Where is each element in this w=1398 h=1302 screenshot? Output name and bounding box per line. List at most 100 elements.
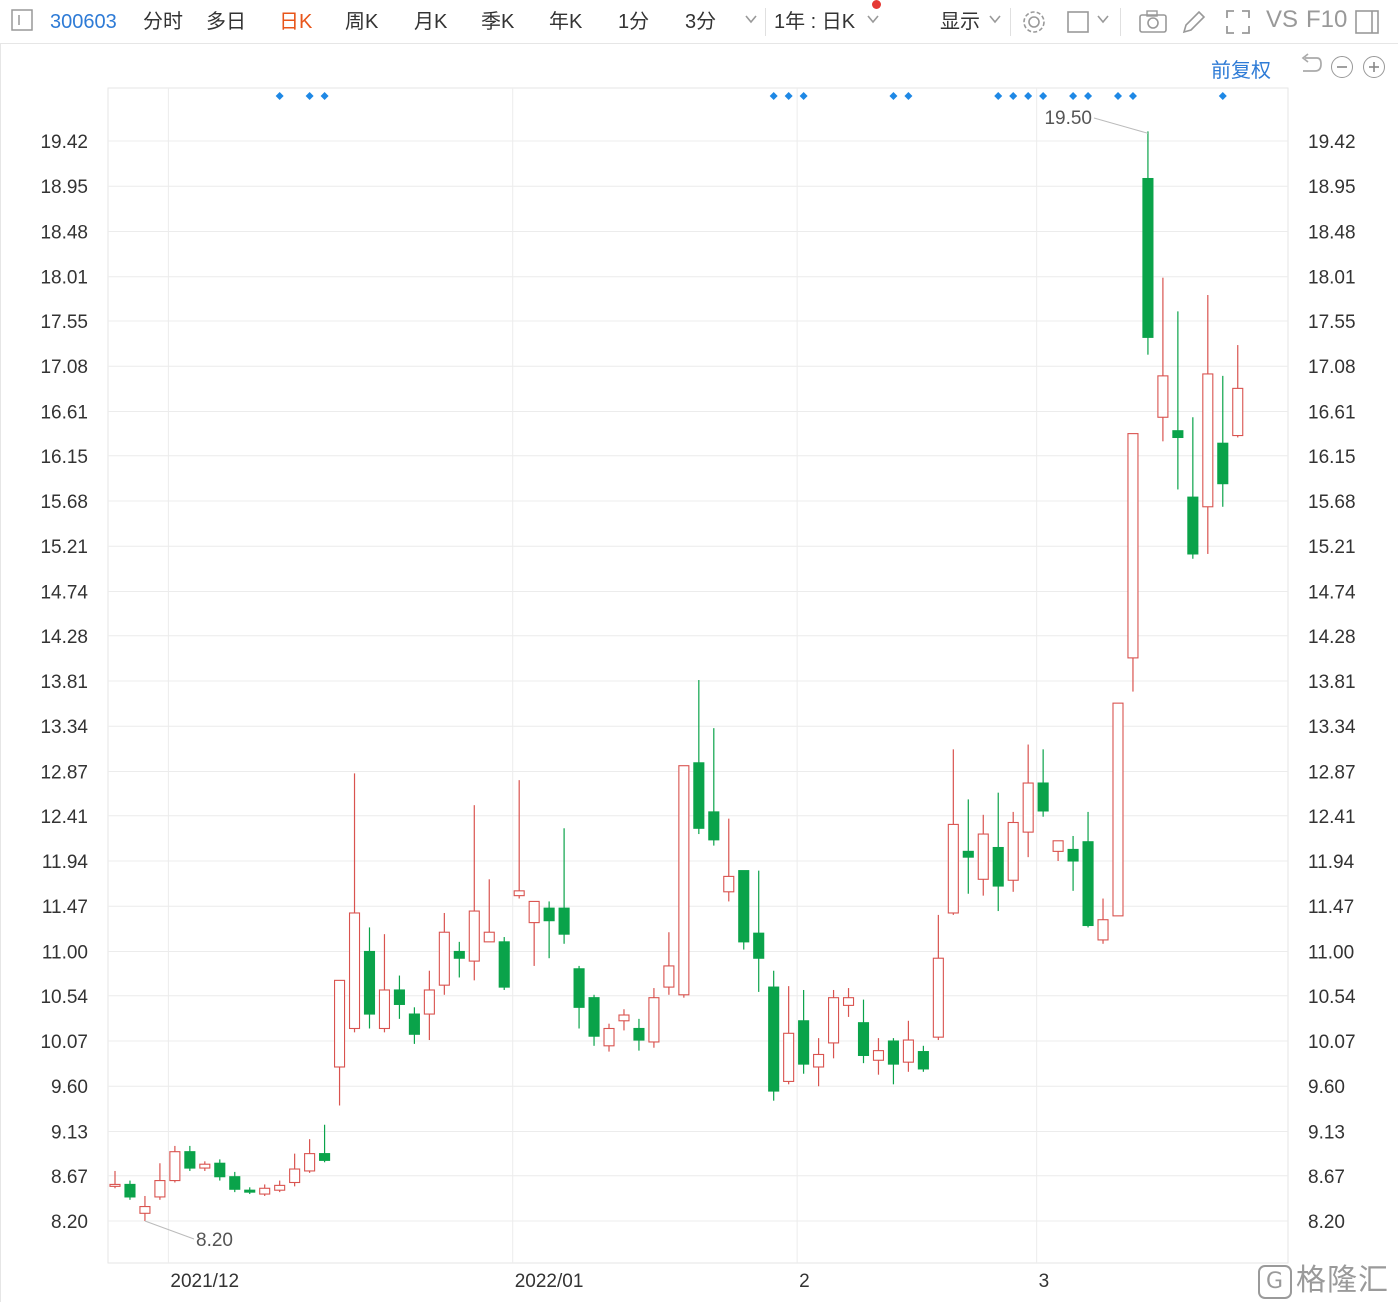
tab-fenshi[interactable]: 分时: [143, 11, 183, 33]
toolbar-divider: [1120, 8, 1121, 36]
candle-body-down: [917, 1051, 929, 1070]
undo-icon[interactable]: [1297, 52, 1323, 85]
y-tick-label-right: 16.15: [1308, 447, 1356, 468]
candle-body-up: [977, 833, 989, 880]
tab-duori[interactable]: 多日: [206, 11, 246, 33]
y-tick-label-left: 11.94: [42, 852, 89, 873]
candle-body-up: [1157, 375, 1169, 418]
f10-button[interactable]: F10: [1306, 6, 1348, 33]
event-marker: [1069, 92, 1078, 100]
tab-1fen[interactable]: 1分: [618, 11, 650, 33]
y-tick-label-left: 18.95: [40, 177, 88, 198]
y-tick-label-left: 18.01: [40, 268, 88, 289]
camera-icon[interactable]: [1138, 8, 1168, 43]
candle-body-down: [498, 941, 510, 988]
tab-jik[interactable]: 季K: [481, 11, 515, 33]
tab-rik[interactable]: 日K: [279, 11, 313, 33]
candle-body-down: [319, 1153, 331, 1161]
chevron-down-icon[interactable]: [988, 12, 1002, 29]
chevron-down-icon[interactable]: [866, 12, 880, 29]
candle-body-down: [798, 1020, 810, 1065]
y-tick-label-left: 8.67: [51, 1167, 88, 1188]
notification-dot: [872, 0, 881, 9]
event-marker: [275, 92, 284, 100]
candle-body-down: [738, 870, 750, 943]
event-marker: [784, 92, 793, 100]
candle-body-down: [857, 1022, 870, 1056]
y-tick-label-left: 17.08: [40, 357, 88, 378]
x-tick-label: 2022/01: [515, 1271, 584, 1292]
watermark-logo: G 格隆汇: [1258, 1255, 1389, 1299]
candle-body-up: [872, 1050, 885, 1061]
panel-icon[interactable]: [1354, 8, 1380, 43]
candle-body-up: [723, 875, 735, 893]
candle-body-up: [902, 1039, 914, 1063]
y-tick-label-right: 14.74: [1308, 582, 1356, 603]
zoom-in-icon[interactable]: [1363, 56, 1385, 78]
tab-niank[interactable]: 年K: [549, 11, 583, 33]
y-tick-label-right: 12.87: [1308, 762, 1356, 783]
y-tick-label-right: 16.61: [1308, 402, 1356, 423]
event-marker: [320, 92, 329, 100]
candle-body-down: [184, 1151, 196, 1169]
y-tick-label-left: 14.28: [40, 627, 88, 648]
candle-body-up: [828, 997, 840, 1044]
x-tick-label: 2: [799, 1271, 810, 1292]
y-tick-label-right: 18.01: [1308, 268, 1356, 289]
logo-text: 格隆汇: [1296, 1263, 1389, 1298]
candle-body-down: [1037, 782, 1049, 812]
y-tick-label-left: 11.47: [42, 897, 88, 918]
candle-body-up: [813, 1053, 825, 1068]
fuquan-link[interactable]: 前复权: [1211, 60, 1271, 82]
candle-body-up: [648, 997, 660, 1043]
y-tick-label-right: 10.54: [1308, 987, 1356, 1008]
y-tick-label-right: 8.20: [1308, 1212, 1345, 1233]
candle-body-up: [1127, 433, 1139, 659]
candle-body-down: [693, 762, 705, 829]
gear-icon[interactable]: [1020, 8, 1048, 43]
zoom-out-icon[interactable]: [1331, 56, 1353, 78]
candle-body-up: [513, 890, 525, 897]
y-tick-label-right: 17.08: [1308, 357, 1356, 378]
candle-body-up: [468, 910, 480, 962]
y-tick-label-left: 16.61: [40, 402, 88, 423]
toolbar-divider: [765, 8, 766, 36]
toolbar-divider: [1010, 8, 1011, 36]
y-tick-label-right: 18.48: [1308, 222, 1356, 243]
candle-body-up: [378, 989, 391, 1030]
tab-3fen[interactable]: 3分: [685, 11, 717, 33]
tab-zhouk[interactable]: 周K: [345, 11, 379, 33]
candle-body-down: [708, 811, 720, 841]
sidebar-icon[interactable]: [10, 7, 34, 40]
expand-icon[interactable]: [1224, 8, 1252, 43]
y-tick-label-right: 9.13: [1308, 1122, 1345, 1143]
candle-body-up: [199, 1163, 211, 1169]
y-tick-label-right: 19.42: [1308, 132, 1356, 153]
candle-body-down: [393, 989, 405, 1005]
candle-body-up: [663, 965, 675, 988]
candle-body-up: [438, 931, 450, 986]
candle-body-down: [588, 997, 600, 1037]
event-marker: [1009, 92, 1018, 100]
y-tick-label-left: 10.07: [40, 1032, 88, 1053]
stock-code[interactable]: 300603: [50, 11, 117, 33]
candle-body-down: [543, 907, 555, 922]
tab-yuek[interactable]: 月K: [414, 11, 448, 33]
y-tick-label-left: 19.42: [40, 132, 88, 153]
min-price-label: 8.20: [196, 1230, 233, 1251]
chevron-down-icon[interactable]: [744, 12, 758, 29]
range-select[interactable]: 1年 : 日K: [774, 11, 856, 33]
y-tick-label-left: 18.48: [40, 222, 88, 243]
event-marker: [904, 92, 913, 100]
display-menu[interactable]: 显示: [940, 11, 980, 33]
candle-body-down: [558, 907, 570, 935]
candle-body-up: [289, 1168, 301, 1184]
chevron-down-icon[interactable]: [1096, 12, 1110, 29]
y-tick-label-left: 8.20: [51, 1212, 88, 1233]
candle-body-up: [348, 912, 361, 1030]
event-marker: [889, 92, 898, 100]
pencil-icon[interactable]: [1180, 8, 1208, 43]
square-icon[interactable]: [1066, 8, 1092, 43]
vs-button[interactable]: VS: [1266, 6, 1299, 33]
candle-body-down: [214, 1162, 226, 1178]
